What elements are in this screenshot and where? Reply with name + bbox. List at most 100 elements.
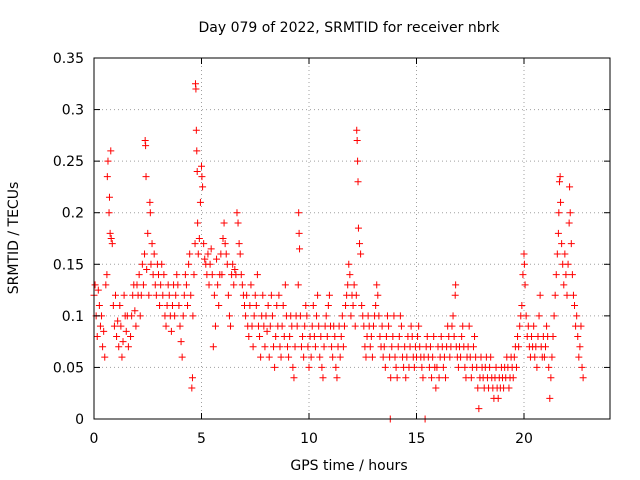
data-point	[313, 312, 321, 320]
data-point	[533, 363, 541, 371]
data-point	[142, 142, 150, 150]
data-point	[252, 302, 260, 310]
data-point	[376, 332, 384, 340]
x-tick-label: 15	[408, 431, 426, 447]
data-point	[558, 240, 566, 248]
data-point	[261, 343, 269, 351]
data-point	[551, 291, 559, 299]
data-point	[235, 240, 243, 248]
data-point	[515, 343, 523, 351]
data-point	[301, 322, 309, 330]
data-point	[419, 374, 427, 382]
data-point	[329, 353, 337, 361]
data-point	[353, 137, 361, 145]
data-point	[107, 235, 115, 242]
data-point	[159, 291, 167, 299]
data-point	[509, 374, 517, 382]
data-point	[402, 374, 410, 382]
data-point	[290, 374, 298, 382]
data-point	[351, 322, 359, 330]
axis-ticks: 0 0.05 0.1 0.15 0.2 0.25 0.3 0.35 0 5 10 15 20	[53, 51, 610, 447]
data-point	[193, 167, 201, 175]
data-point	[553, 250, 561, 258]
data-point	[179, 312, 187, 320]
data-point	[543, 322, 551, 330]
data-point	[199, 183, 207, 191]
data-point	[317, 332, 325, 340]
data-point	[281, 281, 289, 289]
data-point	[144, 229, 152, 237]
data-point	[346, 271, 354, 279]
data-point	[221, 240, 229, 248]
data-point	[542, 343, 549, 351]
data-point	[557, 198, 565, 206]
data-point	[366, 343, 374, 351]
data-point	[545, 363, 553, 371]
data-point	[467, 374, 475, 382]
data-point	[555, 178, 563, 186]
data-point	[352, 291, 360, 299]
data-point	[175, 302, 183, 310]
data-point	[449, 312, 457, 320]
data-point	[93, 332, 101, 340]
data-point	[565, 219, 573, 227]
data-point	[229, 260, 237, 268]
data-point	[373, 281, 381, 289]
data-point	[194, 250, 202, 258]
y-tick-label: 0.3	[62, 103, 84, 119]
data-point	[96, 322, 104, 330]
data-point	[328, 343, 336, 351]
data-point	[554, 229, 562, 237]
data-point	[299, 332, 307, 340]
data-point	[136, 312, 144, 320]
data-point	[109, 302, 117, 310]
data-point	[540, 353, 548, 361]
data-point	[311, 343, 319, 351]
data-point	[520, 250, 528, 258]
data-point	[147, 260, 155, 268]
x-tick-label: 0	[90, 431, 99, 447]
data-point	[145, 291, 153, 299]
data-point	[295, 229, 303, 237]
x-tick-label: 5	[197, 431, 206, 447]
data-point	[575, 353, 583, 361]
data-point	[289, 363, 297, 371]
data-point	[393, 374, 401, 382]
data-point	[224, 291, 232, 299]
data-point	[103, 271, 111, 279]
data-point	[392, 363, 400, 371]
data-point	[452, 281, 460, 289]
data-point	[117, 322, 125, 330]
data-point	[367, 332, 375, 340]
data-point	[362, 353, 370, 361]
data-point	[512, 363, 520, 371]
y-axis-label: SRMTID / TECUs	[6, 182, 22, 295]
data-point	[433, 363, 441, 371]
data-point	[146, 209, 154, 217]
y-tick-label: 0.15	[53, 257, 84, 273]
data-point	[569, 291, 577, 299]
data-point	[563, 291, 571, 299]
data-point	[139, 281, 147, 289]
data-point	[246, 302, 254, 310]
data-point	[309, 302, 317, 310]
data-point	[238, 281, 246, 289]
data-point	[432, 384, 440, 392]
data-point	[548, 353, 556, 361]
data-point	[277, 353, 285, 361]
data-point	[233, 209, 241, 217]
data-point	[91, 281, 99, 289]
data-point	[381, 363, 389, 371]
data-point	[113, 332, 121, 340]
data-point	[324, 302, 332, 310]
data-point	[465, 322, 473, 330]
data-point	[336, 353, 344, 361]
data-point	[389, 332, 397, 340]
data-point	[350, 281, 358, 289]
data-point	[358, 302, 366, 310]
data-point	[397, 322, 405, 330]
data-point	[340, 322, 348, 330]
data-point	[201, 255, 209, 263]
data-point	[535, 312, 543, 320]
